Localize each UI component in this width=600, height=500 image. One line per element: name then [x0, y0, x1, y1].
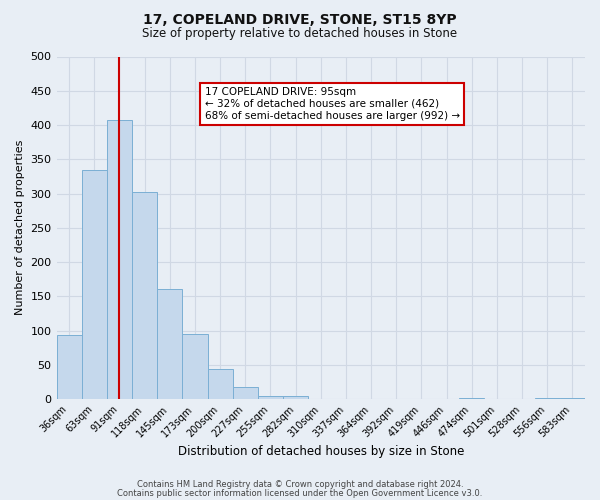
Text: 17 COPELAND DRIVE: 95sqm
← 32% of detached houses are smaller (462)
68% of semi-: 17 COPELAND DRIVE: 95sqm ← 32% of detach… — [205, 88, 460, 120]
Bar — [560, 398, 585, 399]
Bar — [283, 396, 308, 399]
Bar — [535, 398, 560, 399]
Bar — [208, 369, 233, 399]
Bar — [82, 170, 107, 399]
Bar — [132, 192, 157, 399]
Text: Size of property relative to detached houses in Stone: Size of property relative to detached ho… — [142, 28, 458, 40]
Bar — [56, 336, 82, 399]
Text: Contains HM Land Registry data © Crown copyright and database right 2024.: Contains HM Land Registry data © Crown c… — [137, 480, 463, 489]
Y-axis label: Number of detached properties: Number of detached properties — [15, 140, 25, 316]
Bar — [182, 334, 208, 399]
X-axis label: Distribution of detached houses by size in Stone: Distribution of detached houses by size … — [178, 444, 464, 458]
Bar — [258, 396, 283, 399]
Text: 17, COPELAND DRIVE, STONE, ST15 8YP: 17, COPELAND DRIVE, STONE, ST15 8YP — [143, 12, 457, 26]
Text: Contains public sector information licensed under the Open Government Licence v3: Contains public sector information licen… — [118, 488, 482, 498]
Bar — [233, 386, 258, 399]
Bar — [459, 398, 484, 399]
Bar — [107, 120, 132, 399]
Bar — [157, 290, 182, 399]
